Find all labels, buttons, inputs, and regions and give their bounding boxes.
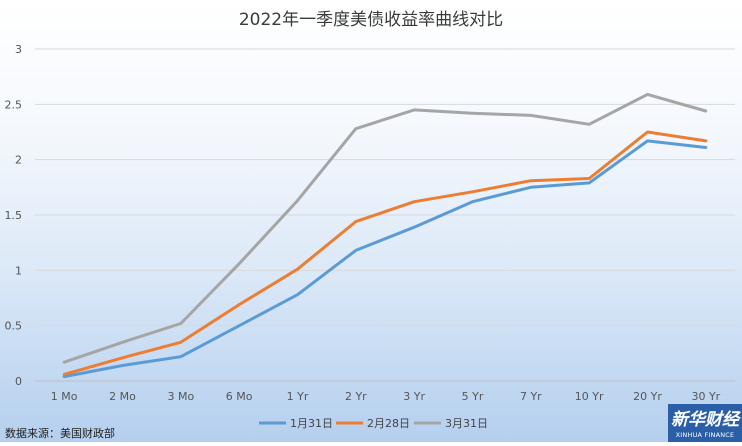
y-tick-label: 2.5 (5, 98, 23, 111)
x-tick-label: 2 Yr (345, 390, 367, 403)
chart-title: 2022年一季度美债收益率曲线对比 (239, 10, 503, 30)
x-axis-ticks: 1 Mo 2 Mo 3 Mo 6 Mo 1 Yr 2 Yr 3 Yr 5 Yr 7 Yr 10 Y… (51, 390, 721, 403)
y-tick-label: 1.5 (5, 209, 23, 222)
series-line-2 (62, 130, 708, 376)
x-tick-label: 2 Mo (109, 390, 136, 403)
series-lines (62, 92, 708, 379)
x-tick-label: 1 Yr (287, 390, 309, 403)
x-tick-label: 1 Mo (51, 390, 78, 403)
logo-background (668, 404, 742, 442)
legend: 1月31日 2月28日 3月31日 (259, 417, 488, 430)
legend-label: 1月31日 (290, 417, 333, 430)
xinhua-finance-logo: 新华财经 XINHUA FINANCE (668, 404, 742, 442)
y-tick-label: 2 (15, 154, 22, 167)
series-line-3 (62, 92, 708, 364)
logo-subtext: XINHUA FINANCE (676, 431, 735, 439)
x-tick-label: 10 Yr (575, 390, 604, 403)
x-tick-label: 30 Yr (691, 390, 720, 403)
legend-label: 2月28日 (367, 417, 410, 430)
logo-text: 新华财经 (671, 410, 741, 430)
series-line-1 (62, 139, 708, 379)
legend-label: 3月31日 (445, 417, 488, 430)
y-tick-label: 3 (15, 43, 22, 56)
y-tick-label: 0 (15, 375, 22, 388)
x-tick-label: 3 Mo (167, 390, 194, 403)
source-note: 数据来源：美国财政部 (5, 426, 115, 440)
x-tick-label: 7 Yr (520, 390, 542, 403)
y-tick-label: 0.5 (5, 320, 23, 333)
y-axis-ticks: 0 0.5 1 1.5 2 2.5 3 (5, 43, 23, 388)
x-tick-label: 5 Yr (462, 390, 484, 403)
x-tick-label: 6 Mo (226, 390, 253, 403)
y-tick-label: 1 (15, 264, 22, 277)
x-tick-label: 20 Yr (633, 390, 662, 403)
gridlines (35, 48, 735, 382)
x-tick-label: 3 Yr (403, 390, 425, 403)
